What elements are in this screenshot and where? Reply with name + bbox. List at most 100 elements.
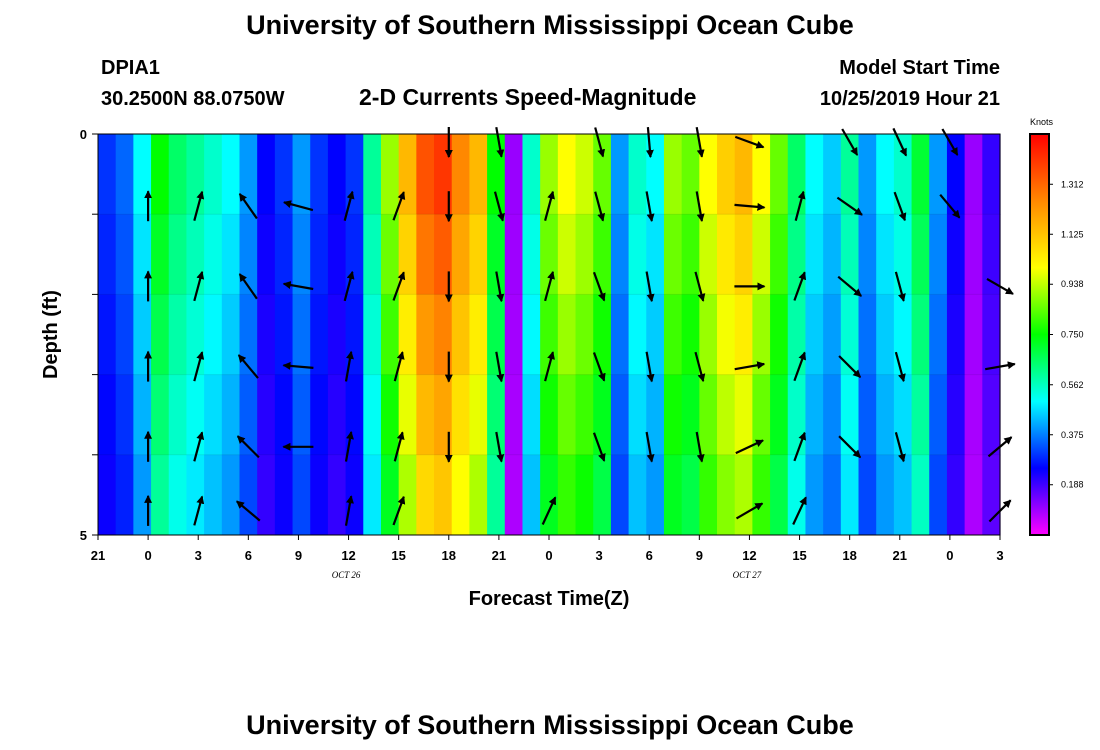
heatmap-cell (717, 374, 736, 456)
current-vector (592, 432, 606, 462)
heatmap-cell (363, 454, 382, 536)
x-tick-label: 0 (946, 548, 953, 563)
current-vector (892, 127, 908, 157)
heatmap-cell (717, 134, 736, 215)
heatmap-cell (168, 374, 188, 456)
heatmap-cell (504, 134, 524, 215)
heatmap-cell (98, 294, 117, 376)
heatmap-cell (274, 454, 294, 536)
heatmap-cell (345, 454, 364, 536)
heatmap-cell (787, 374, 807, 456)
heatmap-cell (805, 294, 824, 376)
heatmap-cell (929, 374, 948, 456)
heatmap-cell (239, 294, 258, 376)
current-vector (495, 351, 505, 383)
heatmap-cell (752, 134, 771, 215)
heatmap-cell (274, 214, 294, 295)
heatmap-cell (310, 134, 329, 215)
heatmap-cell (274, 294, 294, 376)
heatmap-cell (699, 454, 718, 536)
current-vector (193, 495, 205, 526)
heatmap-cell (522, 294, 541, 376)
current-vector (735, 502, 764, 520)
heatmap-cell (575, 214, 594, 295)
heatmap-cell (876, 374, 895, 456)
heatmap-cell (504, 294, 524, 376)
heatmap-cell (699, 294, 718, 376)
heatmap-cell (946, 454, 966, 536)
heatmap-cell (787, 454, 807, 536)
heatmap-cell (858, 214, 877, 295)
heatmap-cell (380, 294, 400, 376)
heatmap-cell (770, 294, 789, 376)
heatmap-cell (681, 454, 700, 536)
heatmap-cell (805, 134, 824, 215)
heatmap-cells (98, 134, 1001, 536)
heatmap-cell (593, 294, 612, 376)
heatmap-cell (699, 214, 718, 295)
heatmap-cell (557, 214, 577, 295)
heatmap-cell (929, 214, 948, 295)
current-vector (592, 352, 606, 382)
heatmap-cell (487, 294, 506, 376)
heatmap-cell (929, 294, 948, 376)
current-vector (645, 191, 655, 222)
heatmap-cell (186, 374, 205, 456)
heatmap-cell (451, 294, 471, 376)
heatmap-cell (416, 294, 435, 376)
heatmap-cell (257, 134, 276, 215)
heatmap-cell (964, 294, 983, 376)
current-vector (392, 191, 406, 221)
heatmap-cell (380, 134, 400, 215)
footer-title: University of Southern Mississippi Ocean… (246, 710, 854, 740)
current-vector (594, 127, 606, 158)
y-axis: 05 (80, 127, 98, 543)
heatmap-cell (98, 134, 117, 215)
heatmap-cell (416, 374, 435, 456)
current-vector (343, 190, 355, 221)
heatmap-cell (115, 294, 134, 376)
x-tick-label: 21 (492, 548, 506, 563)
current-vector (237, 354, 259, 379)
heatmap-cell (840, 294, 860, 376)
heatmap-cell (557, 294, 577, 376)
colorbar-tick-label: 0.750 (1061, 330, 1084, 340)
heatmap-cell (310, 374, 329, 456)
heatmap-cell (681, 214, 700, 295)
heatmap-cell (257, 374, 276, 456)
heatmap-cell (416, 454, 435, 536)
current-vector (495, 127, 505, 158)
heatmap-cell (946, 294, 966, 376)
colorbar-tick-label: 1.312 (1061, 179, 1084, 189)
colorbar-tick-label: 0.188 (1061, 480, 1084, 490)
heatmap-cell (151, 214, 170, 295)
current-vector (282, 361, 314, 370)
current-vector (695, 431, 705, 463)
heatmap-cell (787, 134, 807, 215)
heatmap-cell (451, 454, 471, 536)
x-tick-label: 3 (595, 548, 602, 563)
heatmap-cell (522, 374, 541, 456)
current-vector (734, 135, 765, 149)
heatmap-cell (663, 214, 683, 295)
heatmap-cell (876, 294, 895, 376)
current-vector (344, 431, 354, 462)
current-vector (393, 431, 405, 462)
heatmap-cell (469, 454, 488, 536)
heatmap-cell (911, 454, 930, 536)
heatmap-cell (840, 214, 860, 295)
heatmap-cell (823, 214, 842, 295)
current-vector (695, 191, 705, 222)
heatmap-cell (345, 134, 364, 215)
current-vector (343, 270, 355, 302)
x-tick-label: 21 (893, 548, 907, 563)
depth-grid (98, 213, 1000, 456)
heatmap-cell (823, 134, 842, 215)
heatmap-cell (115, 374, 134, 456)
heatmap-cell (699, 134, 718, 215)
heatmap-cell (398, 374, 417, 456)
x-tick-label: 18 (842, 548, 856, 563)
heatmap-cell (805, 374, 824, 456)
heatmap-cell (876, 454, 895, 536)
